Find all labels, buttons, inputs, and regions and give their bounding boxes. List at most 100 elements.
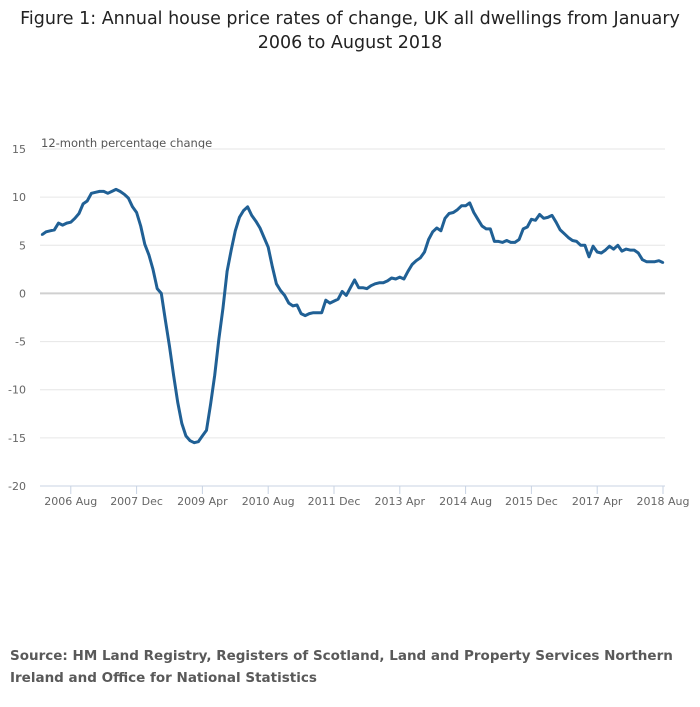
data-point: [266, 246, 270, 249]
data-point: [661, 261, 665, 264]
data-point: [127, 196, 130, 200]
chart-title: Figure 1: Annual house price rates of ch…: [20, 9, 680, 53]
x-tick-label: 2017 Apr: [572, 495, 623, 508]
data-point: [447, 212, 451, 215]
data-point: [402, 277, 406, 281]
data-point: [86, 199, 89, 203]
data-point: [452, 211, 455, 214]
data-point: [657, 259, 661, 262]
data-point: [546, 216, 550, 219]
data-point: [649, 260, 652, 263]
data-point: [600, 251, 603, 255]
data-point: [176, 401, 179, 404]
data-point: [624, 247, 628, 251]
data-point: [579, 244, 582, 247]
data-point: [143, 243, 147, 246]
data-point: [40, 233, 44, 236]
y-tick-label: -15: [8, 432, 26, 445]
data-point: [320, 311, 323, 314]
data-point: [369, 284, 373, 287]
data-point: [279, 289, 282, 292]
data-point: [73, 217, 77, 220]
data-point: [571, 239, 574, 242]
data-point: [406, 270, 410, 273]
x-tick-label: 2013 Apr: [375, 495, 426, 508]
data-point: [324, 298, 327, 302]
data-point: [373, 282, 377, 285]
data-point: [431, 230, 434, 234]
data-point: [250, 214, 253, 217]
data-point: [353, 278, 356, 282]
data-point: [521, 227, 525, 231]
source-note: Source: HM Land Registry, Registers of S…: [10, 648, 673, 686]
y-axis-label: 12-month percentage change: [41, 136, 212, 150]
data-point: [283, 294, 286, 297]
data-point: [234, 229, 237, 233]
data-point: [295, 303, 299, 307]
y-tick-label: 0: [19, 287, 26, 300]
data-point: [201, 434, 204, 438]
data-point: [287, 301, 290, 305]
data-point: [184, 434, 188, 438]
data-point: [180, 422, 184, 425]
data-point: [554, 220, 558, 224]
data-point: [526, 225, 529, 229]
data-point: [139, 224, 142, 228]
data-point: [312, 311, 315, 314]
data-point: [192, 441, 196, 444]
data-point: [472, 211, 476, 214]
data-point: [242, 209, 245, 212]
data-point: [131, 205, 134, 208]
x-tick-label: 2015 Dec: [505, 495, 558, 508]
x-tick-label: 2014 Aug: [439, 495, 492, 508]
data-point: [489, 227, 492, 231]
data-point: [172, 374, 175, 377]
data-point: [645, 260, 648, 263]
data-point: [345, 294, 348, 297]
data-point: [81, 202, 85, 206]
data-point: [57, 221, 60, 225]
data-point: [188, 439, 192, 442]
data-point: [361, 286, 364, 289]
data-point: [114, 188, 118, 191]
data-point: [147, 253, 151, 257]
data-point: [304, 314, 307, 317]
data-point: [246, 205, 249, 208]
data-point: [49, 229, 52, 233]
data-point: [110, 190, 114, 193]
data-point: [460, 204, 463, 208]
data-point: [275, 282, 278, 285]
x-tick-label: 2018 Aug: [637, 495, 690, 508]
data-point: [534, 219, 537, 222]
data-point: [262, 236, 266, 239]
data-point: [382, 281, 385, 285]
data-point: [398, 275, 401, 279]
data-point: [633, 248, 636, 252]
data-point: [160, 292, 163, 295]
data-point: [164, 319, 167, 322]
data-point: [476, 218, 480, 221]
data-point: [567, 236, 570, 239]
data-point: [308, 312, 311, 315]
data-point: [98, 190, 101, 193]
data-point: [258, 226, 262, 230]
data-point: [217, 338, 221, 341]
data-point: [123, 193, 126, 196]
data-point: [53, 228, 56, 232]
data-point: [213, 374, 216, 377]
data-point: [135, 211, 138, 214]
data-point: [497, 240, 500, 243]
y-tick-label: -20: [8, 480, 26, 493]
data-point: [341, 290, 344, 293]
data-point: [637, 251, 640, 255]
data-point: [209, 402, 212, 406]
data-point: [394, 277, 397, 281]
data-point: [435, 226, 439, 230]
data-point: [501, 241, 504, 244]
data-point: [641, 258, 644, 261]
data-point: [468, 201, 471, 205]
data-point: [69, 220, 72, 224]
data-point: [118, 190, 122, 193]
data-point: [517, 238, 521, 241]
data-point: [587, 255, 591, 259]
